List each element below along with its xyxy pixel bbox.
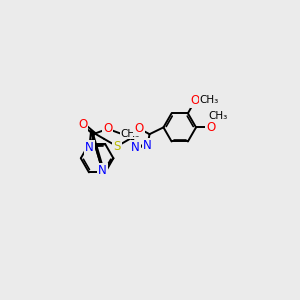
Text: O: O bbox=[103, 122, 112, 135]
Text: CH₃: CH₃ bbox=[121, 129, 140, 139]
Text: S: S bbox=[113, 140, 121, 153]
Text: CH₃: CH₃ bbox=[199, 95, 218, 105]
Text: O: O bbox=[191, 94, 200, 107]
Text: N: N bbox=[85, 141, 94, 154]
Text: O: O bbox=[134, 122, 144, 135]
Text: N: N bbox=[143, 140, 152, 152]
Text: N: N bbox=[131, 141, 140, 154]
Text: N: N bbox=[98, 164, 107, 177]
Text: O: O bbox=[78, 118, 88, 130]
Text: CH₃: CH₃ bbox=[208, 111, 227, 121]
Text: O: O bbox=[206, 121, 216, 134]
